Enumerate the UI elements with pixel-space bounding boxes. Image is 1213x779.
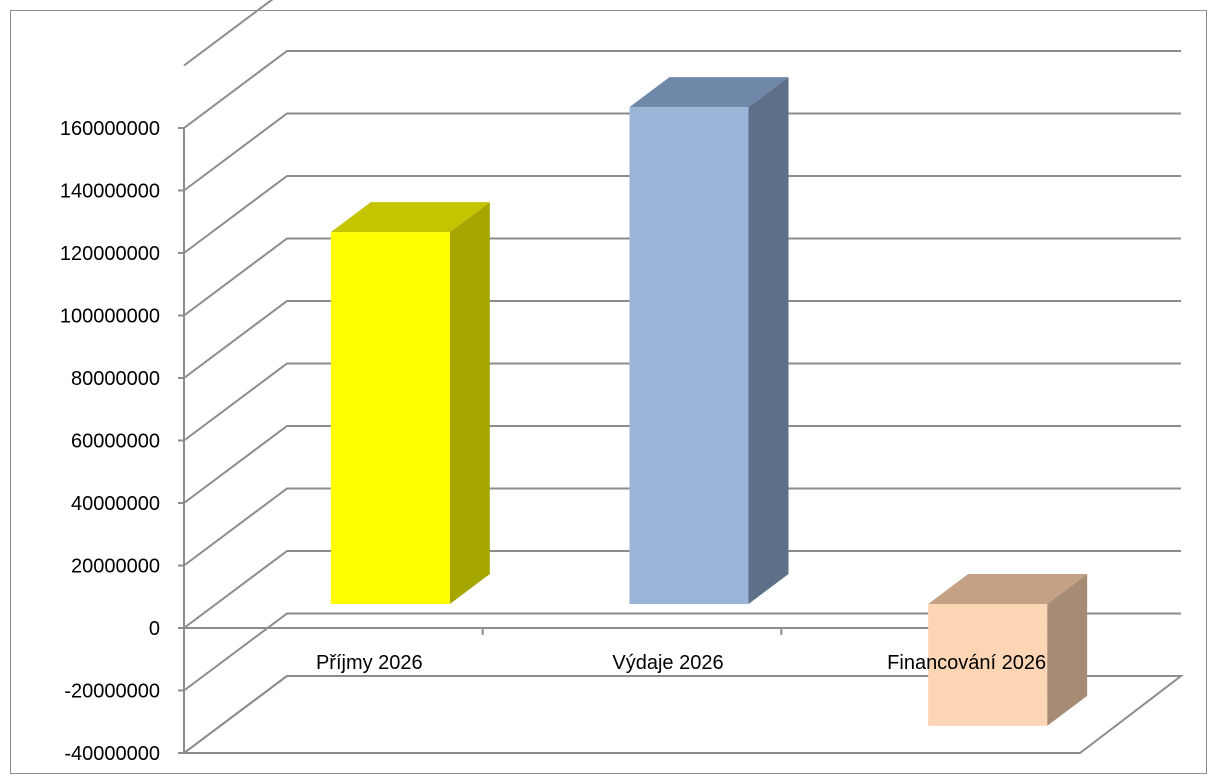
bar-side [449,202,490,604]
gridline [183,50,1181,129]
bars [330,77,1088,726]
y-tick-label: -40000000 [64,743,160,765]
y-tick-label: 40000000 [71,493,160,515]
bar-top [330,202,490,233]
y-tick-label: 20000000 [71,556,160,578]
gridline [183,300,1181,379]
bar-front [928,604,1048,726]
gridline [183,675,1181,754]
bar-top [928,574,1088,604]
gridline [183,112,1181,192]
bar [330,202,490,604]
y-tick-label: 120000000 [60,243,160,265]
y-tick-label: 80000000 [71,368,160,390]
category-label: Výdaje 2026 [612,652,723,674]
y-tick-label: -20000000 [64,681,160,703]
y-tick-label: 140000000 [60,181,160,203]
gridline [183,550,1181,629]
bar [928,574,1088,726]
bar [629,77,789,604]
y-tick-label: 60000000 [71,431,160,453]
bar-side [748,77,789,604]
category-label: Příjmy 2026 [316,652,423,674]
y-tick-label: 100000000 [60,306,160,328]
y-tick-label: 160000000 [60,118,160,140]
bar-top [629,77,789,108]
category-label: Financování 2026 [887,652,1046,674]
gridline [183,0,274,67]
gridline [183,237,1181,317]
gridlines [183,0,1181,754]
y-tick-label: 0 [149,618,160,640]
bar-front [629,107,749,604]
gridline [183,487,1181,567]
bar-side [1047,574,1088,726]
gridline [183,175,1181,254]
bar-front [330,232,450,604]
gridline [183,362,1181,442]
y-axis-tick-labels: 160000000 140000000 120000000 100000000 8000… [60,118,160,765]
gridline [183,612,1181,692]
gridline [183,425,1181,504]
category-labels: Příjmy 2026 Výdaje 2026 Financování 2026 [316,652,1046,674]
